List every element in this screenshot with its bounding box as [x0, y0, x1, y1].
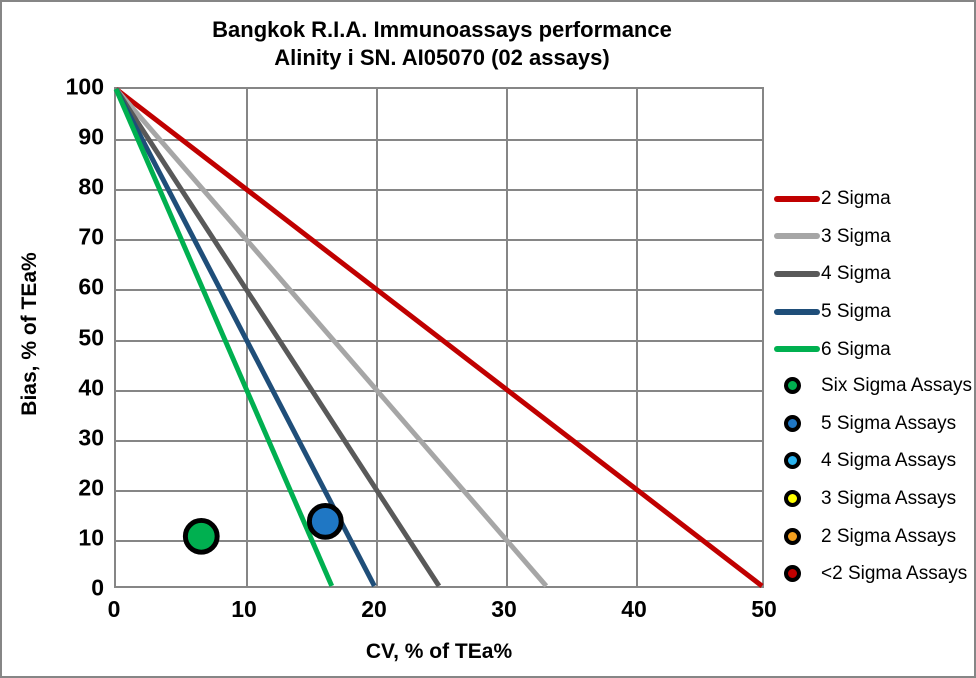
legend-item--2-sigma-assays[interactable]: <2 Sigma Assays — [774, 555, 974, 593]
x-axis-title: CV, % of TEa% — [365, 640, 513, 663]
chart-title-line-1: Bangkok R.I.A. Immunoassays performance — [212, 17, 672, 42]
gridline-horizontal — [116, 289, 762, 292]
legend-item-2-sigma[interactable]: 2 Sigma — [774, 180, 974, 218]
data-point-5-sigma-assays[interactable] — [306, 503, 344, 540]
y-tick-label: 20 — [78, 474, 104, 501]
x-tick-label: 10 — [231, 596, 257, 622]
x-tick-label: 30 — [491, 596, 517, 622]
x-tick-label: 40 — [621, 596, 647, 622]
gridline-horizontal — [116, 489, 762, 492]
legend-marker-swatch — [784, 377, 801, 395]
legend-line-swatch — [774, 308, 820, 315]
legend-item-label: 4 Sigma Assays — [821, 450, 957, 472]
legend-item-6-sigma[interactable]: 6 Sigma — [774, 330, 974, 368]
legend-sigma-lines: 2 Sigma 3 Sigma 4 Sigma 5 Sigma 6 Sigma — [774, 180, 974, 368]
gridline-vertical — [376, 89, 378, 586]
legend-line-swatch — [774, 270, 820, 277]
y-tick-label: 60 — [78, 273, 104, 300]
legend-assay-markers: Six Sigma Assays 5 Sigma Assays 4 Sigma As… — [774, 367, 974, 593]
sigma-line-3-sigma — [114, 87, 549, 588]
legend-marker-swatch — [784, 565, 801, 583]
gridline-horizontal — [116, 389, 762, 392]
legend-item-2-sigma-assays[interactable]: 2 Sigma Assays — [774, 517, 974, 555]
legend-item-label: 2 Sigma — [821, 188, 891, 210]
x-tick-label: 0 — [107, 596, 121, 622]
legend-item-label: 6 Sigma — [821, 338, 891, 360]
sigma-line-5-sigma — [113, 87, 377, 588]
y-tick-label: 40 — [78, 374, 104, 401]
sigma-lines — [113, 87, 764, 588]
gridline-horizontal — [116, 239, 762, 242]
plot-area — [113, 87, 764, 588]
legend-item-5-sigma[interactable]: 5 Sigma — [774, 293, 974, 331]
gridline-vertical — [506, 89, 508, 586]
y-tick-label: 90 — [78, 123, 104, 150]
gridline-horizontal — [116, 189, 762, 192]
legend-item-label: <2 Sigma Assays — [821, 563, 968, 585]
x-tick-label: 20 — [361, 596, 387, 622]
legend-item-4-sigma-assays[interactable]: 4 Sigma Assays — [774, 442, 974, 480]
legend-marker-swatch — [784, 452, 801, 470]
data-point-six-sigma-assays[interactable] — [182, 517, 220, 555]
legend-item-label: 5 Sigma — [821, 301, 891, 323]
legend-item-label: Six Sigma Assays — [821, 375, 972, 397]
legend-marker-swatch — [784, 490, 801, 508]
y-axis-title: Bias, % of TEa% — [18, 252, 41, 416]
y-tick-label: 10 — [78, 524, 104, 551]
x-axis-tick-labels: 0 10 20 30 40 50 — [108, 596, 777, 628]
legend-line-swatch — [774, 346, 820, 353]
legend-item-six-sigma-assays[interactable]: Six Sigma Assays — [774, 367, 974, 405]
legend-item-label: 3 Sigma — [821, 225, 891, 247]
legend-item-3-sigma-assays[interactable]: 3 Sigma Assays — [774, 480, 974, 518]
y-tick-label: 100 — [65, 73, 104, 100]
legend-line-swatch — [774, 233, 820, 240]
legend-item-label: 3 Sigma Assays — [821, 488, 957, 510]
sigma-line-6-sigma — [113, 88, 335, 587]
gridline-vertical — [636, 89, 638, 586]
assay-data-points — [182, 503, 344, 555]
gridline-horizontal — [116, 439, 762, 442]
y-tick-label: 80 — [78, 173, 104, 200]
legend-item-5-sigma-assays[interactable]: 5 Sigma Assays — [774, 405, 974, 443]
y-axis-tick-labels: 0 10 20 30 40 50 60 70 80 90 100 — [28, 75, 104, 599]
legend-item-label: 4 Sigma — [821, 263, 891, 285]
legend-line-swatch — [774, 195, 820, 202]
sigma-line-2-sigma — [114, 87, 764, 588]
y-tick-label: 50 — [78, 324, 104, 350]
gridline-horizontal — [116, 539, 762, 542]
legend-item-label: 2 Sigma Assays — [821, 525, 957, 547]
y-tick-label: 30 — [78, 424, 104, 451]
sigma-line-4-sigma — [113, 87, 442, 588]
x-tick-label: 50 — [751, 596, 777, 622]
y-tick-label: 70 — [78, 223, 104, 250]
y-tick-label: 0 — [91, 574, 104, 601]
legend-item-4-sigma[interactable]: 4 Sigma — [774, 255, 974, 293]
chart-title: Bangkok R.I.A. Immunoassays performance … — [112, 16, 772, 72]
legend-item-label: 5 Sigma Assays — [821, 412, 957, 434]
chart-title-subtitle: Alinity i SN. AI05070 (02 assays) — [274, 45, 610, 71]
gridline-horizontal — [116, 139, 762, 142]
legend-marker-swatch — [784, 414, 801, 432]
legend-item-3-sigma[interactable]: 3 Sigma — [774, 218, 974, 256]
legend-marker-swatch — [784, 527, 801, 545]
